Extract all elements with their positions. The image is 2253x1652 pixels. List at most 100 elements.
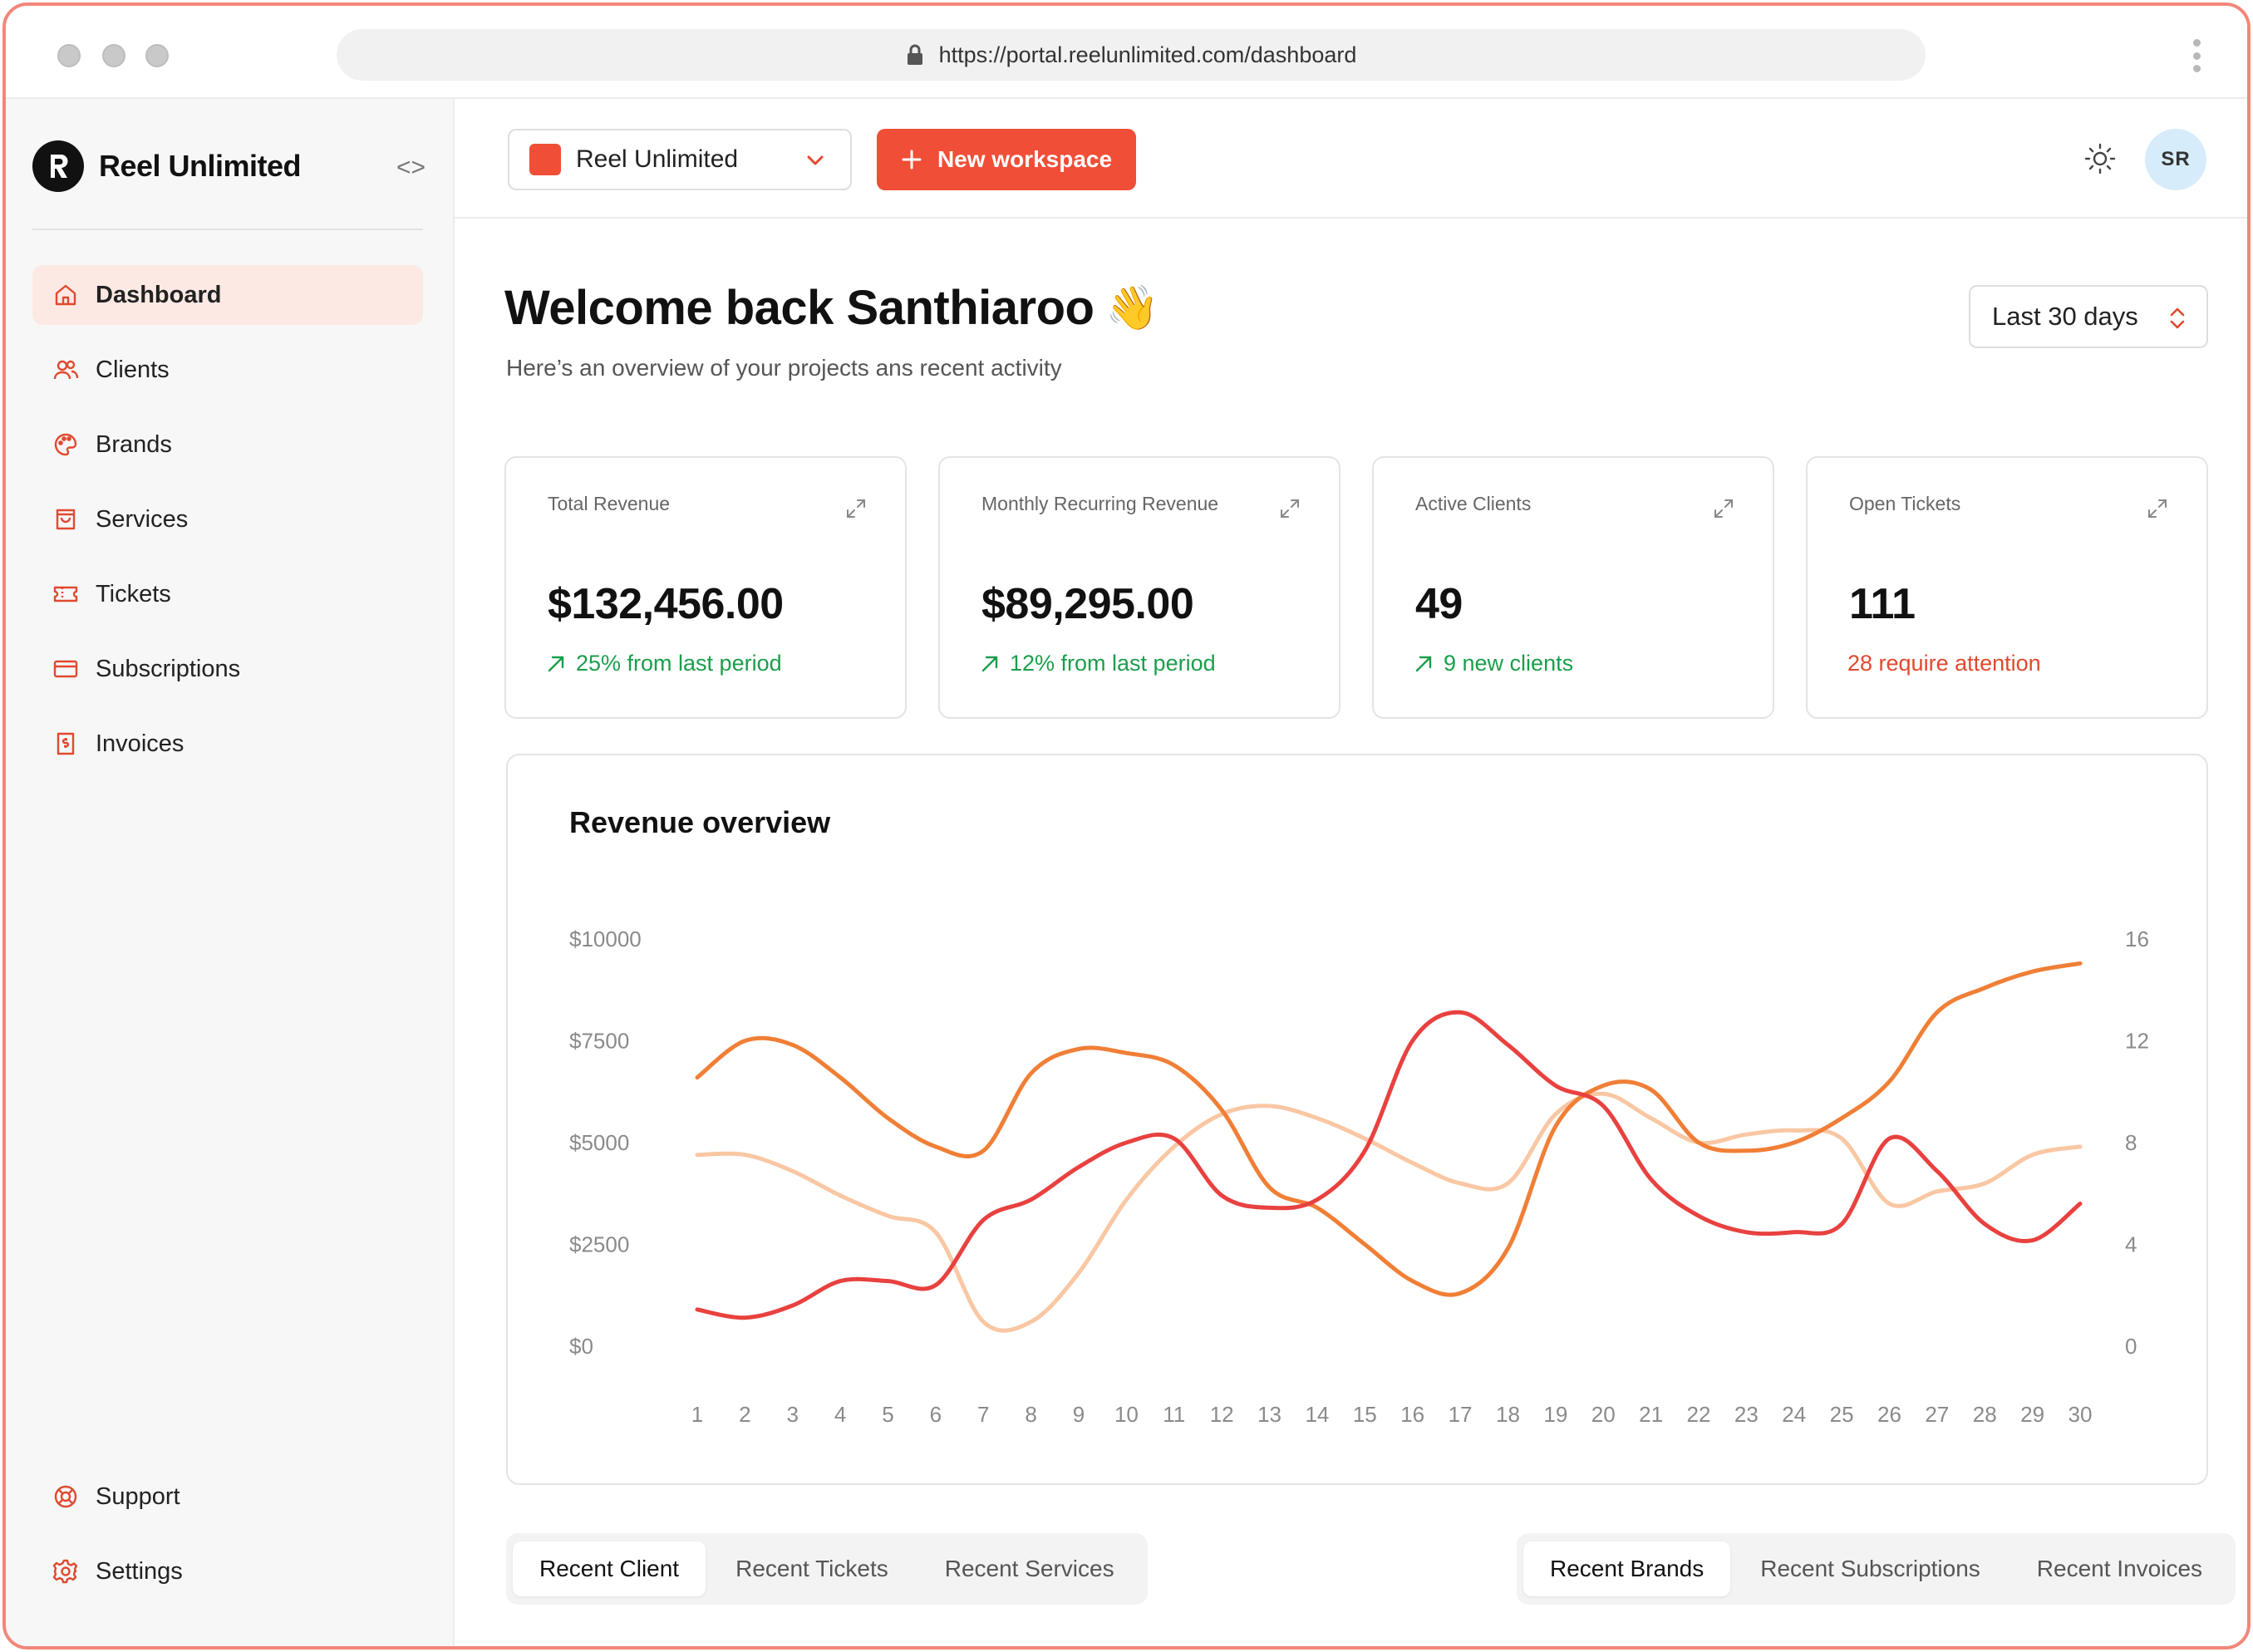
sidebar-item-tickets[interactable]: Tickets: [32, 564, 423, 624]
x-axis-tick-label: 20: [1591, 1402, 1616, 1427]
page-subtitle: Here’s an overview of your projects ans …: [506, 355, 1062, 381]
date-range-select[interactable]: Last 30 days: [1969, 285, 2208, 348]
stat-card-value: $132,456.00: [548, 580, 784, 628]
chart-series-line-1: [695, 1010, 2083, 1320]
stat-card-note: 9 new clients: [1414, 651, 1573, 676]
sidebar-divider: [32, 229, 423, 230]
gear-icon: [52, 1558, 79, 1585]
tab-recent-brands[interactable]: Recent Brands: [1523, 1541, 1731, 1596]
expand-icon[interactable]: [845, 498, 867, 519]
stat-card-label: Total Revenue: [548, 493, 671, 514]
url-text: https://portal.reelunlimited.com/dashboa…: [938, 42, 1357, 67]
revenue-chart-card: Revenue overview $10000 $7500 $5000 $2500 $0…: [506, 754, 2208, 1485]
waving-hand-icon: 👋: [1105, 284, 1159, 332]
tab-recent-invoices[interactable]: Recent Invoices: [2036, 1556, 2203, 1581]
y-axis-left-tick-label: $10000: [569, 927, 642, 951]
y-axis-right-tick-label: 0: [2125, 1334, 2137, 1359]
window-maximize-dot[interactable]: [145, 44, 169, 67]
window-close-dot[interactable]: [57, 44, 81, 67]
sidebar-item-label: Brands: [96, 430, 172, 458]
sidebar-item-subscriptions[interactable]: Subscriptions: [32, 639, 423, 699]
address-bar[interactable]: https://portal.reelunlimited.com/dashboa…: [337, 29, 1926, 81]
x-axis-tick-label: 13: [1257, 1402, 1281, 1427]
stat-card-label: Monthly Recurring Revenue: [981, 493, 1219, 514]
sidebar-item-settings[interactable]: Settings: [32, 1541, 423, 1601]
home-icon: [52, 282, 79, 308]
stat-card-active-clients: Active Clients 49 9 new clients: [1372, 456, 1774, 719]
sidebar-item-label: Subscriptions: [96, 655, 241, 682]
sidebar-item-clients[interactable]: Clients: [32, 340, 423, 400]
chevron-down-icon: [807, 155, 824, 165]
x-axis-tick-label: 3: [787, 1402, 799, 1427]
stat-card-note: 28 require attention: [1847, 651, 2041, 676]
x-axis-tick-label: 22: [1687, 1402, 1711, 1427]
sidebar-item-invoices[interactable]: Invoices: [32, 714, 423, 774]
sidebar-item-brands[interactable]: Brands: [32, 415, 423, 474]
x-axis-tick-label: 30: [2069, 1402, 2093, 1427]
x-axis-tick-label: 24: [1782, 1402, 1806, 1427]
x-axis-tick-label: 18: [1496, 1402, 1520, 1427]
sidebar-item-label: Services: [96, 505, 189, 533]
shopping-bag-icon: [52, 506, 79, 533]
x-axis-tick-label: 14: [1305, 1402, 1329, 1427]
y-axis-right-tick-label: 16: [2125, 927, 2149, 951]
stat-card-mrr: Monthly Recurring Revenue $89,295.00 12%…: [938, 456, 1340, 719]
window-minimize-dot[interactable]: [102, 44, 125, 67]
expand-icon[interactable]: [1713, 498, 1734, 519]
sidebar-item-label: Tickets: [96, 580, 171, 607]
theme-toggle-sun-icon[interactable]: [2083, 142, 2117, 175]
x-axis-tick-label: 12: [1210, 1402, 1234, 1427]
x-axis-tick-label: 25: [1830, 1402, 1854, 1427]
x-axis-tick-label: 2: [739, 1402, 750, 1427]
y-axis-left-tick-label: $0: [569, 1334, 593, 1359]
tab-recent-tickets[interactable]: Recent Tickets: [735, 1556, 888, 1581]
x-axis-tick-label: 27: [1925, 1402, 1949, 1427]
sidebar-item-support[interactable]: Support: [32, 1467, 423, 1527]
sidebar-item-label: Clients: [96, 356, 170, 383]
stat-card-note: 25% from last period: [546, 651, 782, 676]
x-axis-tick-label: 17: [1449, 1402, 1473, 1427]
brand-name: Reel Unlimited: [99, 149, 302, 183]
x-axis-tick-label: 8: [1025, 1402, 1036, 1427]
x-axis-tick-label: 28: [1973, 1402, 1997, 1427]
browser-menu-icon[interactable]: [2192, 39, 2201, 72]
expand-icon[interactable]: [2147, 498, 2168, 519]
x-axis-tick-label: 29: [2020, 1402, 2044, 1427]
y-axis-left-tick-label: $5000: [569, 1130, 629, 1155]
workspace-select[interactable]: Reel Unlimited: [508, 129, 852, 190]
x-axis-tick-label: 1: [691, 1402, 703, 1427]
stat-card-total-revenue: Total Revenue $132,456.00 25% from last …: [504, 456, 907, 719]
chart-series-line-2: [695, 1091, 2083, 1333]
y-axis-right-tick-label: 4: [2125, 1232, 2137, 1257]
up-down-caret-icon: [2170, 307, 2185, 329]
sidebar-item-services[interactable]: Services: [32, 489, 423, 549]
header: Reel Unlimited New workspace SR: [455, 99, 2247, 219]
chart-series-line-0: [695, 961, 2083, 1297]
avatar[interactable]: SR: [2145, 129, 2206, 190]
tab-recent-subscriptions[interactable]: Recent Subscriptions: [1760, 1556, 1980, 1581]
tab-recent-client[interactable]: Recent Client: [513, 1541, 706, 1596]
palette-icon: [52, 431, 79, 458]
y-axis-right-tick-label: 8: [2125, 1130, 2137, 1155]
x-axis-tick-label: 16: [1400, 1402, 1424, 1427]
invoice-icon: [52, 730, 79, 757]
users-icon: [52, 356, 79, 383]
x-axis-tick-label: 23: [1734, 1402, 1759, 1427]
sidebar-item-dashboard[interactable]: Dashboard: [32, 265, 423, 325]
stat-card-open-tickets: Open Tickets 111 28 require attention: [1806, 456, 2208, 719]
stat-card-value: $89,295.00: [981, 580, 1194, 628]
brand[interactable]: Reel Unlimited: [32, 140, 302, 192]
new-workspace-label: New workspace: [937, 146, 1113, 172]
tab-recent-services[interactable]: Recent Services: [944, 1556, 1114, 1581]
stat-card-value: 111: [1849, 580, 1916, 628]
x-axis-tick-label: 26: [1877, 1402, 1901, 1427]
x-axis-tick-label: 11: [1163, 1402, 1185, 1427]
x-axis-tick-label: 6: [930, 1402, 942, 1427]
new-workspace-button[interactable]: New workspace: [877, 129, 1136, 190]
expand-icon[interactable]: [1279, 498, 1301, 519]
chart-title: Revenue overview: [569, 805, 831, 839]
sidebar-item-label: Settings: [96, 1557, 183, 1585]
collapse-sidebar-icon[interactable]: <>: [396, 154, 426, 181]
